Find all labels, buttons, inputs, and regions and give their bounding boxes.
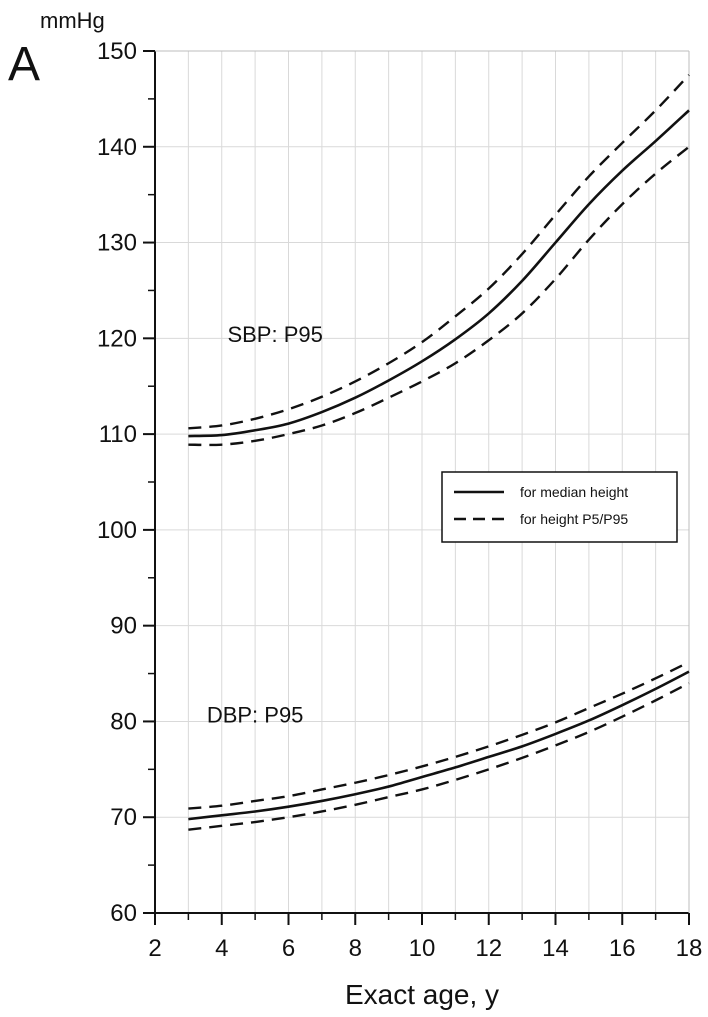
x-tick-label: 8 [349,935,362,962]
y-tick-label: 100 [97,517,137,544]
sbp-median-line [188,109,690,438]
series-lines [188,74,690,831]
x-tick-label: 6 [282,935,295,962]
sbp-p5-p95-line [188,145,690,447]
x-tick-label: 14 [542,935,569,962]
annotation-label: DBP: P95 [207,702,304,727]
x-tick-label: 10 [409,935,436,962]
annotation-label: SBP: P95 [227,322,322,347]
y-tick-label: 70 [110,804,137,831]
legend-label: for median height [520,484,628,500]
x-tick-label: 2 [148,935,161,962]
y-tick-label: 90 [110,613,137,640]
x-tick-label: 16 [609,935,636,962]
y-tick-label: 150 [97,38,137,65]
dbp-p5-p95-line [188,682,690,831]
sbp-p5-p95-line [188,74,690,430]
x-tick-label: 12 [475,935,502,962]
dbp-p5-p95-line [188,660,690,810]
y-tick-label: 110 [99,421,137,448]
y-unit-label: mmHg [40,8,105,33]
x-axis-label: Exact age, y [345,979,499,1010]
y-tick-label: 80 [110,708,137,735]
y-tick-label: 130 [97,230,137,257]
y-tick-label: 140 [97,134,137,161]
legend-label: for height P5/P95 [520,511,628,527]
axes: 60 70 80 90 100 110 120 130 140 150 2 4 6 8 10 12 14 16 18 [97,38,702,962]
y-tick-label: 120 [97,325,137,352]
y-tick-label: 60 [110,900,137,927]
x-tick-label: 4 [215,935,228,962]
dbp-median-line [188,670,690,821]
legend: for median height for height P5/P95 [441,471,678,543]
x-tick-label: 18 [676,935,703,962]
legend-box [441,471,678,543]
panel-label: A [8,38,40,91]
